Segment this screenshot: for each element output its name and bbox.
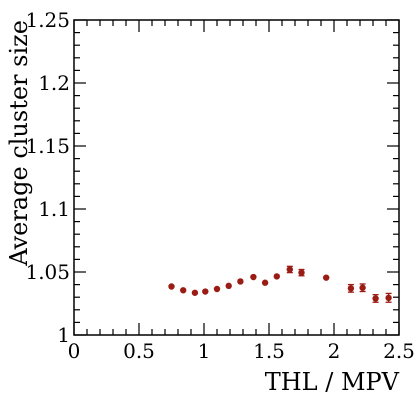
plot-frame [73,19,400,336]
data-point [250,273,257,281]
x-tick-label: 2.5 [383,339,415,363]
data-point [191,289,199,296]
x-tick-label: 1.5 [253,339,285,363]
y-tick-label: 1.2 [38,71,70,95]
y-tick-label: 1.25 [25,8,70,32]
data-point [168,283,175,290]
data-point [286,266,293,273]
data-point [359,284,366,291]
y-tick-label: 1 [57,323,70,347]
y-tick-label: 1.1 [38,197,70,221]
data-point [273,273,280,280]
data-point [372,295,379,302]
data-point [213,285,221,293]
y-tick-label: 1.15 [25,134,70,158]
data-point [347,285,355,292]
data-point [237,278,244,285]
y-tick-label: 1.05 [25,260,70,284]
x-tick-labels: 0 0.5 1 1.5 2 2.5 [68,339,415,363]
data-point [261,279,269,286]
data-point [298,269,305,276]
data-series [168,265,392,303]
data-point [202,288,209,295]
data-point [225,282,232,290]
y-tick-labels: 1 1.05 1.1 1.15 1.2 1.25 [25,8,70,347]
x-tick-label: 2 [328,339,341,363]
x-tick-label: 0.5 [123,339,155,363]
x-tick-label: 0 [68,339,81,363]
data-point [180,287,187,294]
x-axis-label: THL / MPV [265,368,400,396]
data-point [385,294,392,302]
data-point [323,274,330,281]
x-tick-label: 1 [198,339,211,363]
y-axis-label: Average cluster size [5,20,33,267]
